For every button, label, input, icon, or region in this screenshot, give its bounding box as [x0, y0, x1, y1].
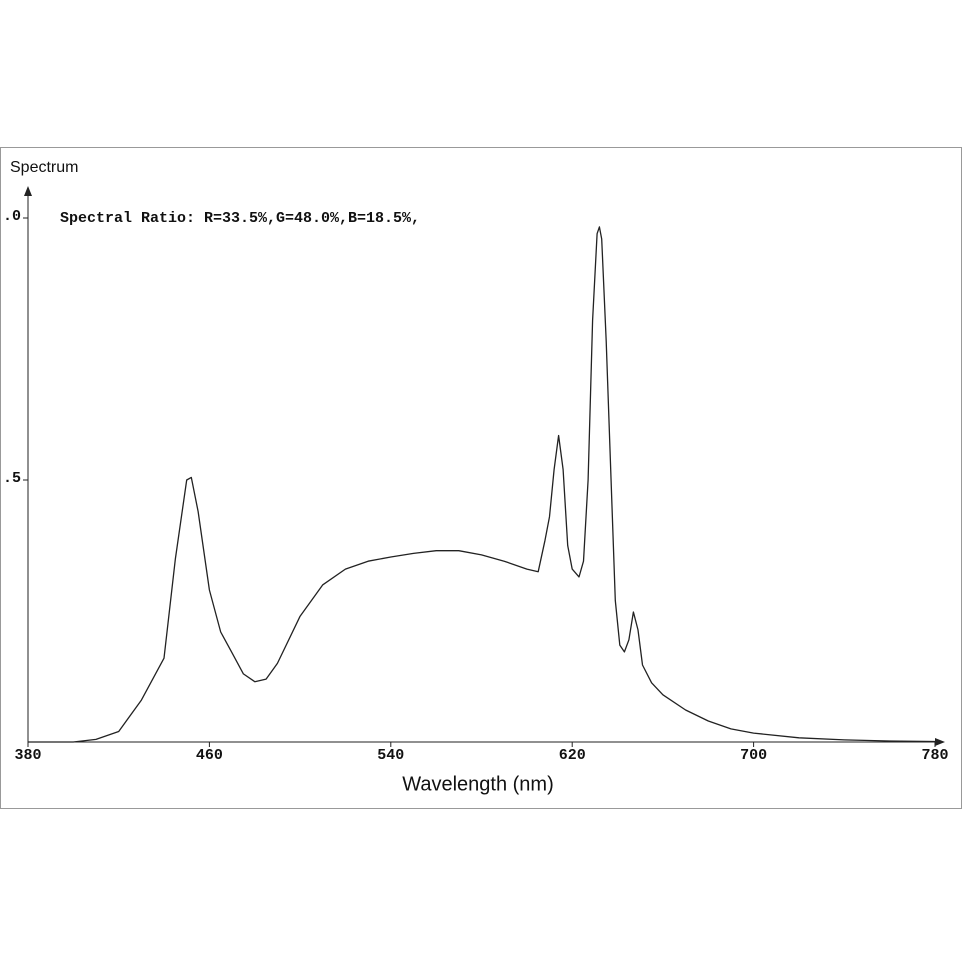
x-tick-label: 460 — [196, 747, 223, 764]
x-tick-label: 380 — [14, 747, 41, 764]
annotation: Spectral Ratio: R=33.5%,G=48.0%,B=18.5%, — [60, 210, 420, 227]
x-tick-label: 540 — [377, 747, 404, 764]
x-tick-label: 780 — [921, 747, 948, 764]
chart-title: Spectrum — [10, 159, 78, 176]
y-arrow — [24, 186, 32, 196]
frame — [0, 147, 962, 809]
x-tick-label: 620 — [559, 747, 586, 764]
y-tick-label: .0 — [3, 208, 21, 225]
y-tick-label: .5 — [3, 470, 21, 487]
spectrum-line — [28, 226, 936, 743]
x-tick-label: 700 — [740, 747, 767, 764]
x-axis-label: Wavelength (nm) — [402, 773, 554, 795]
x-arrow — [935, 738, 945, 746]
